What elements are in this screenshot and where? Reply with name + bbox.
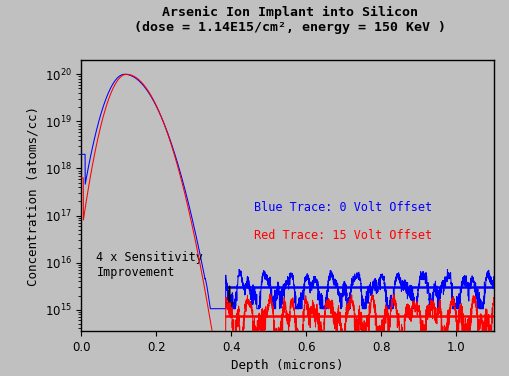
Text: Blue Trace: 0 Volt Offset: Blue Trace: 0 Volt Offset [254, 201, 432, 214]
X-axis label: Depth (microns): Depth (microns) [231, 359, 344, 372]
Text: 4 x Sensitivity
Improvement: 4 x Sensitivity Improvement [96, 251, 203, 279]
Text: Arsenic Ion Implant into Silicon
(dose = 1.14E15/cm², energy = 150 KeV ): Arsenic Ion Implant into Silicon (dose =… [134, 6, 446, 34]
Y-axis label: Concentration (atoms/cc): Concentration (atoms/cc) [26, 106, 39, 285]
Text: Red Trace: 15 Volt Offset: Red Trace: 15 Volt Offset [254, 229, 432, 242]
